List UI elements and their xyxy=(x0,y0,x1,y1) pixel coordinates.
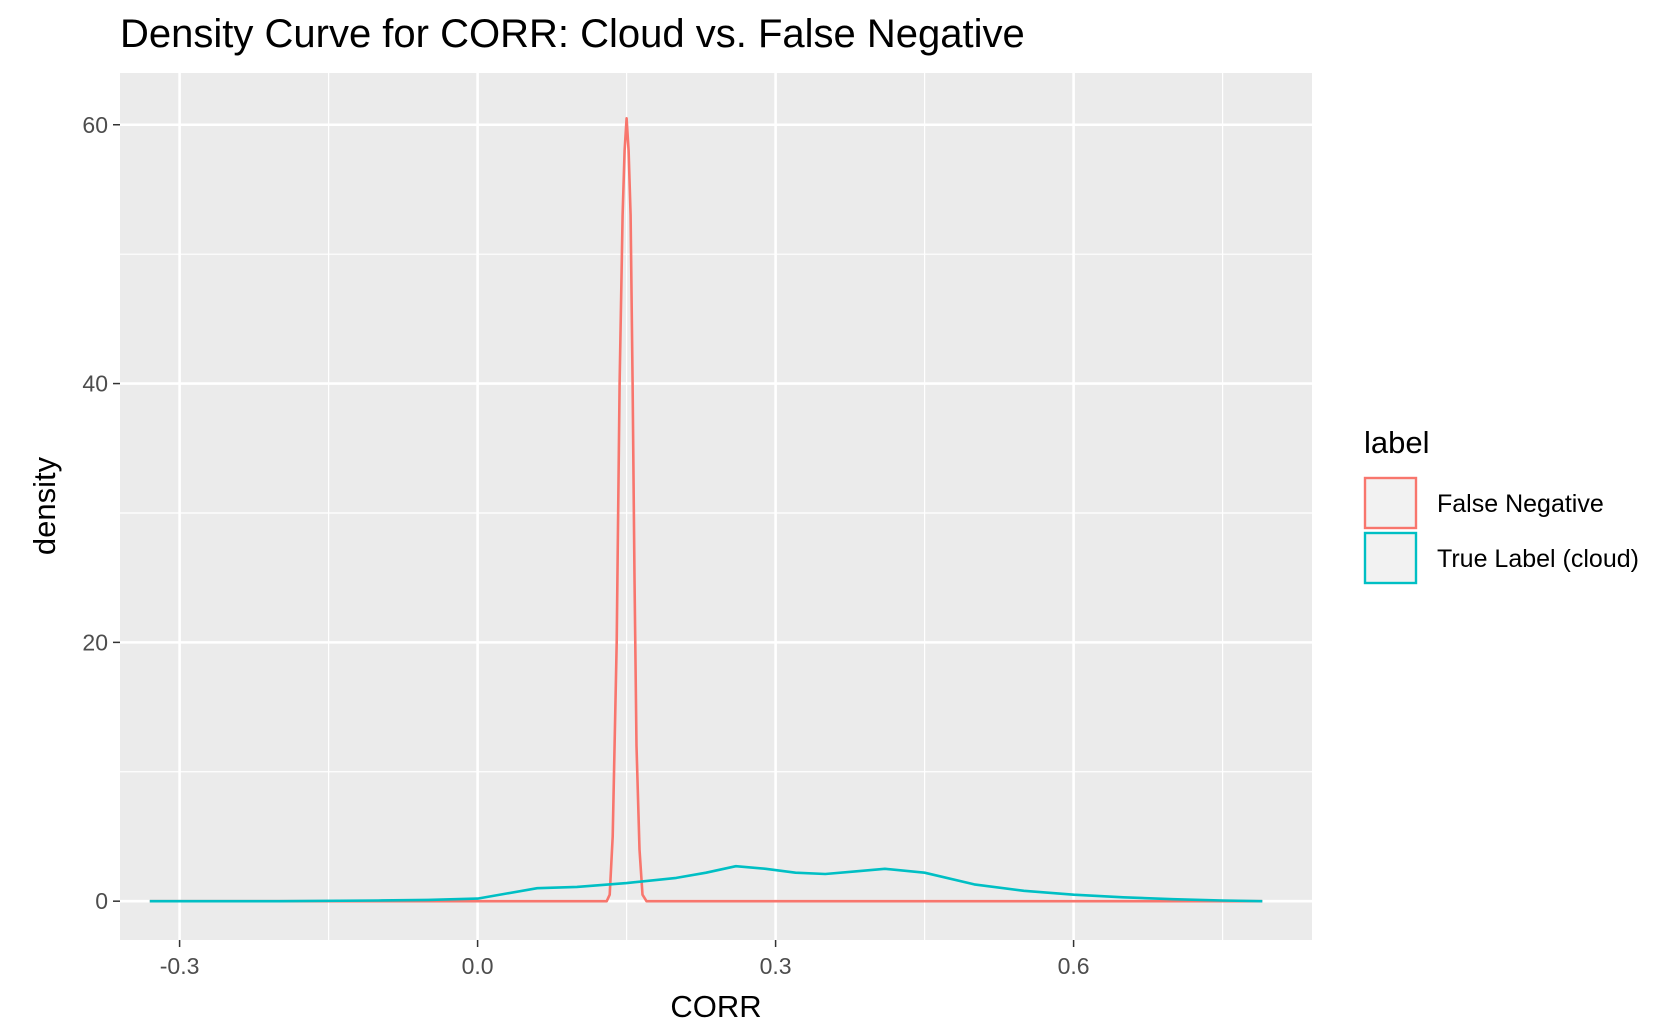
legend-title: label xyxy=(1364,425,1430,460)
series-line-true-label-cloud xyxy=(149,864,1263,903)
plot-panel xyxy=(120,73,1312,940)
y-tick-label: 40 xyxy=(82,371,108,397)
x-axis: -0.3 0.0 0.3 0.6 xyxy=(160,940,1090,979)
chart-title: Density Curve for CORR: Cloud vs. False … xyxy=(120,12,1025,56)
y-tick-label: 60 xyxy=(82,112,108,138)
density-curves xyxy=(149,117,1263,903)
y-axis: 0 20 40 60 xyxy=(82,112,120,914)
legend-key xyxy=(1363,476,1418,530)
x-tick-label: -0.3 xyxy=(160,953,200,979)
y-tick-label: 0 xyxy=(95,888,108,914)
x-tick-label: 0.3 xyxy=(760,953,792,979)
legend-key xyxy=(1363,531,1418,585)
legend-items: False Negative True Label (cloud) xyxy=(1363,476,1639,585)
series-line-false-negative xyxy=(149,117,1263,903)
minor-gridlines xyxy=(120,73,1312,940)
x-tick-label: 0.6 xyxy=(1058,953,1090,979)
x-axis-title: CORR xyxy=(670,989,761,1024)
legend-label: False Negative xyxy=(1437,490,1604,518)
legend: label False Negative True Label (cloud) xyxy=(1363,425,1639,585)
legend-label: True Label (cloud) xyxy=(1437,545,1639,573)
x-tick-label: 0.0 xyxy=(462,953,494,979)
y-tick-label: 20 xyxy=(82,629,108,655)
y-axis-title: density xyxy=(27,456,62,555)
